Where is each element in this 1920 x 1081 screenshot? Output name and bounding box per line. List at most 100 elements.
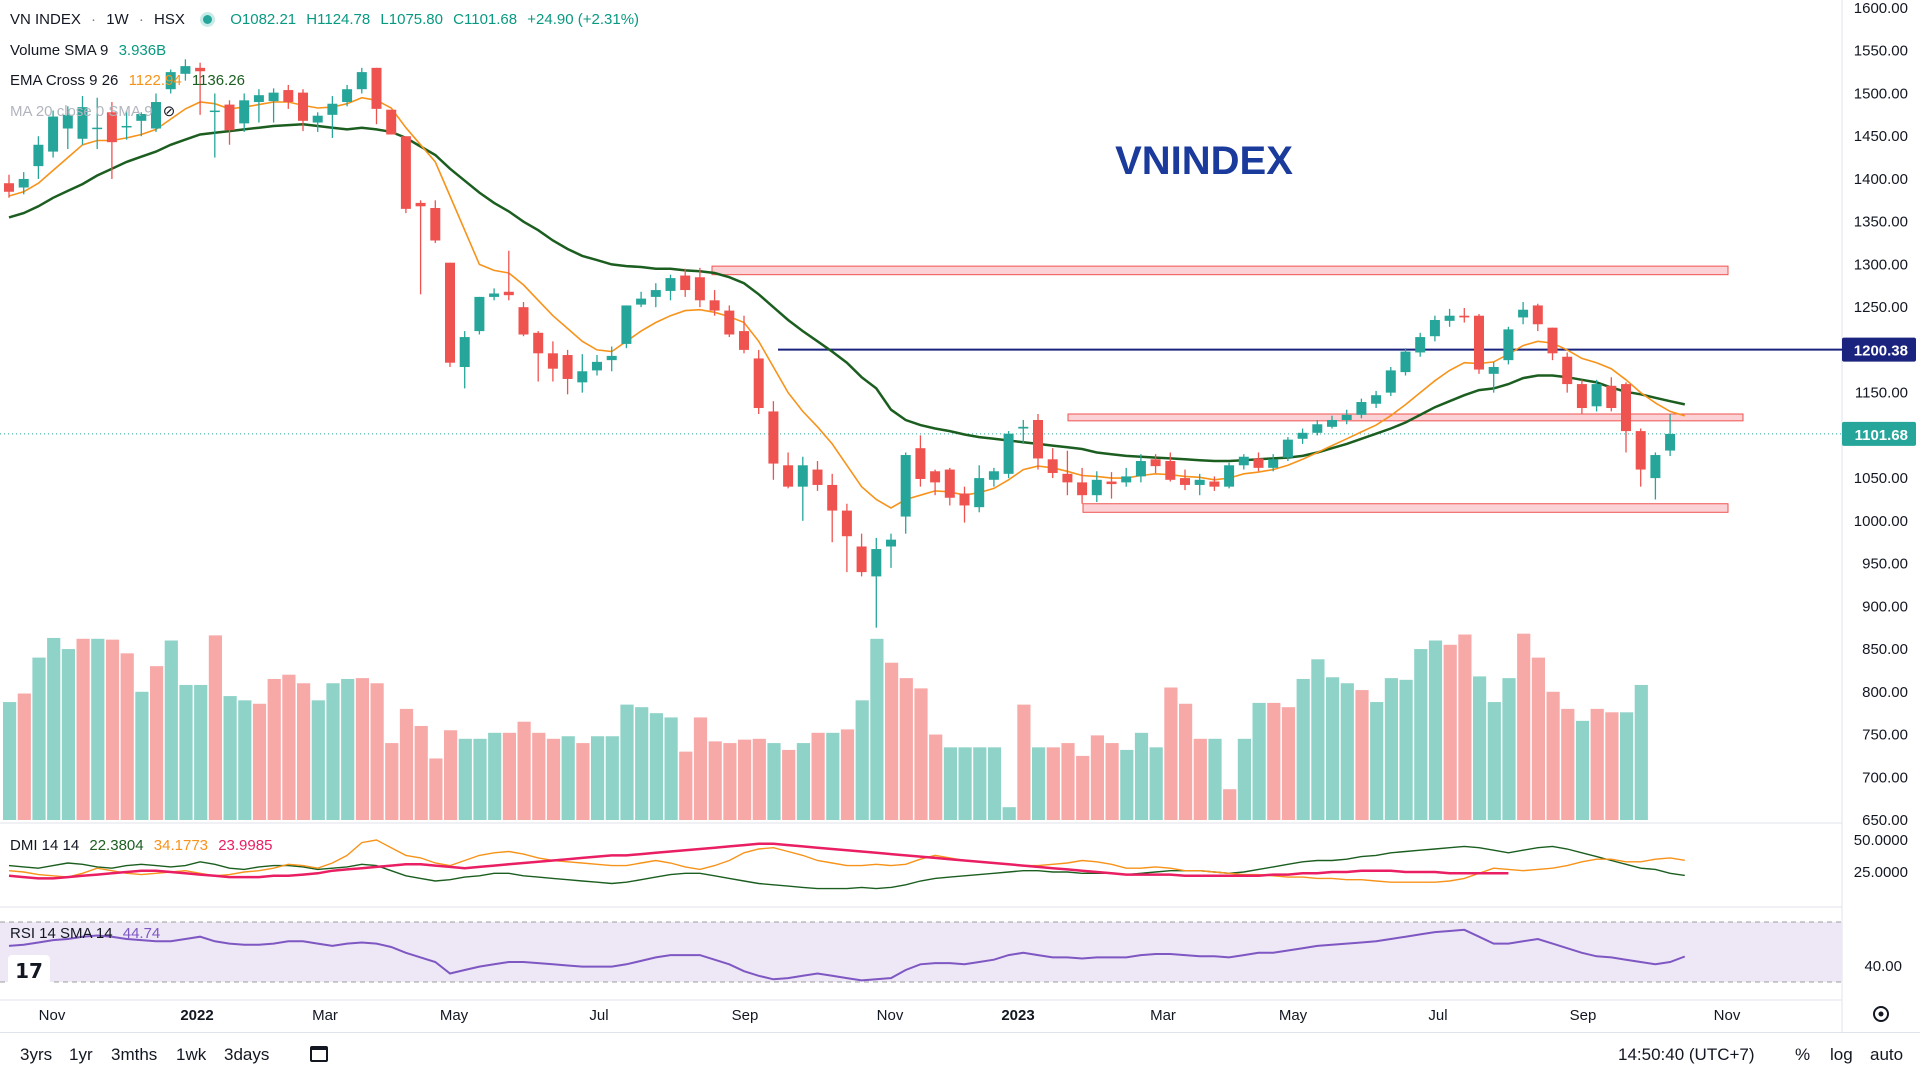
- exchange: HSX: [154, 11, 185, 28]
- range-3yrs-button[interactable]: 3yrs: [20, 1045, 53, 1064]
- range-3mths-button[interactable]: 3mths: [111, 1045, 158, 1064]
- volume-bar: [135, 691, 149, 820]
- time-axis[interactable]: Nov 2022 Mar May Jul Sep Nov 2023 Mar May Jul Sep No…: [39, 1007, 1741, 1024]
- price-tick-label: 800.00: [1862, 684, 1908, 701]
- candle-body: [739, 331, 749, 350]
- range-3days-button[interactable]: 3days: [224, 1045, 270, 1064]
- volume-bar: [1002, 807, 1016, 820]
- candle-body: [1385, 370, 1396, 393]
- dmi-adx-line: [8, 842, 1509, 880]
- volume-bar: [1414, 649, 1428, 820]
- dmi-lines: [8, 839, 1685, 890]
- log-toggle[interactable]: log: [1830, 1045, 1853, 1064]
- auto-toggle[interactable]: auto: [1870, 1045, 1904, 1064]
- volume-bar: [1340, 683, 1354, 820]
- candle-body: [768, 411, 779, 464]
- candle-body: [650, 290, 661, 297]
- dmi-plus-line: [8, 839, 1685, 883]
- volume-bar: [1531, 657, 1545, 820]
- volume-bar: [1605, 712, 1619, 820]
- volume-bar: [1487, 702, 1501, 820]
- volume-bar: [546, 738, 561, 820]
- time-tick-label: 2022: [180, 1007, 213, 1024]
- candle-body: [1003, 433, 1014, 474]
- dmi-value-1: 22.3804: [89, 837, 144, 854]
- candle-body: [165, 72, 176, 90]
- volume-bar: [517, 721, 531, 820]
- percent-toggle[interactable]: %: [1795, 1045, 1811, 1064]
- volume-bar: [282, 674, 296, 820]
- interval[interactable]: 1W: [106, 11, 129, 28]
- zone-rect: [1067, 413, 1744, 422]
- candle-body: [1062, 473, 1073, 483]
- candle-body: [92, 127, 103, 130]
- ohlc-low: L1075.80: [380, 11, 443, 28]
- volume-bar: [297, 683, 311, 820]
- volume-bar: [1296, 678, 1310, 820]
- ema-legend[interactable]: EMA Cross 9 26 1122.94 1136.26: [10, 72, 251, 89]
- candle-body: [1650, 455, 1661, 479]
- tradingview-logo[interactable]: 17: [8, 955, 50, 987]
- ema-fast-value: 1122.94: [128, 72, 182, 89]
- volume-bar: [1443, 644, 1457, 820]
- volume-bar: [899, 678, 913, 820]
- volume-bar: [752, 738, 766, 820]
- candle-body: [386, 109, 397, 135]
- candle-body: [1091, 479, 1102, 496]
- volume-bar: [840, 729, 855, 820]
- volume-bar: [17, 693, 31, 820]
- eye-hidden-icon[interactable]: ⊘: [162, 103, 176, 120]
- date-range-icon[interactable]: [310, 1046, 328, 1062]
- ema-slow-value: 1136.26: [191, 72, 245, 89]
- symbol-name[interactable]: VN INDEX: [10, 11, 81, 28]
- candle-body: [1282, 439, 1293, 458]
- candle-body: [151, 102, 161, 129]
- volume-bar: [1370, 702, 1384, 820]
- candle-body: [239, 100, 250, 124]
- rsi-label: RSI 14 SMA 14: [10, 925, 113, 942]
- volume-bar: [738, 739, 752, 820]
- candle-body: [1238, 456, 1249, 466]
- candle-body: [709, 300, 720, 311]
- volume-bar: [1546, 691, 1560, 820]
- volume-bar: [1134, 732, 1149, 820]
- volume-bar: [164, 640, 178, 820]
- candle-body: [489, 293, 500, 297]
- candle-body: [1268, 459, 1279, 468]
- dmi-minus-line: [8, 845, 1685, 890]
- clock-timezone[interactable]: 14:50:40 (UTC+7): [1618, 1045, 1755, 1064]
- candle-body: [342, 89, 353, 103]
- candle-body: [474, 296, 485, 332]
- volume-bar: [1281, 707, 1296, 820]
- settings-gear-icon[interactable]: [1873, 1006, 1889, 1022]
- rsi-line: [8, 928, 1686, 982]
- range-1wk-button[interactable]: 1wk: [176, 1045, 207, 1064]
- time-tick-label: May: [440, 1007, 469, 1024]
- rsi-legend[interactable]: RSI 14 SMA 14 44.74: [10, 925, 166, 942]
- last-price-tag: 1101.68: [1855, 427, 1908, 444]
- candle-body: [1312, 424, 1323, 433]
- price-axis[interactable]: 1600.00 1550.00 1500.00 1450.00 1400.00 1350.…: [1842, 0, 1916, 829]
- volume-bar: [1193, 738, 1207, 820]
- rsi-band: [0, 922, 1842, 982]
- dmi-legend[interactable]: DMI 14 14 22.3804 34.1773 23.9985: [10, 837, 278, 854]
- candle-body: [1371, 395, 1382, 404]
- volume-bar: [1061, 743, 1075, 820]
- candle-body: [592, 361, 602, 371]
- volume-legend[interactable]: Volume SMA 9 3.936B: [10, 42, 172, 59]
- rsi-value: 44.74: [122, 925, 161, 942]
- candle-body: [1665, 433, 1676, 451]
- range-1yr-button[interactable]: 1yr: [69, 1045, 93, 1064]
- price-tick-label: 1150.00: [1855, 385, 1908, 402]
- volume-bar: [914, 688, 928, 820]
- volume-bar: [252, 703, 267, 820]
- volume-bar: [311, 700, 325, 820]
- volume-bar: [91, 638, 105, 820]
- ma-legend[interactable]: MA 20 close 0 SMA 9 ⊘: [10, 102, 181, 120]
- volume-bar: [796, 743, 810, 820]
- price-tick-label: 1050.00: [1854, 470, 1908, 487]
- volume-bar: [502, 732, 516, 820]
- candle-body: [827, 484, 838, 511]
- candlesticks: [4, 59, 1676, 628]
